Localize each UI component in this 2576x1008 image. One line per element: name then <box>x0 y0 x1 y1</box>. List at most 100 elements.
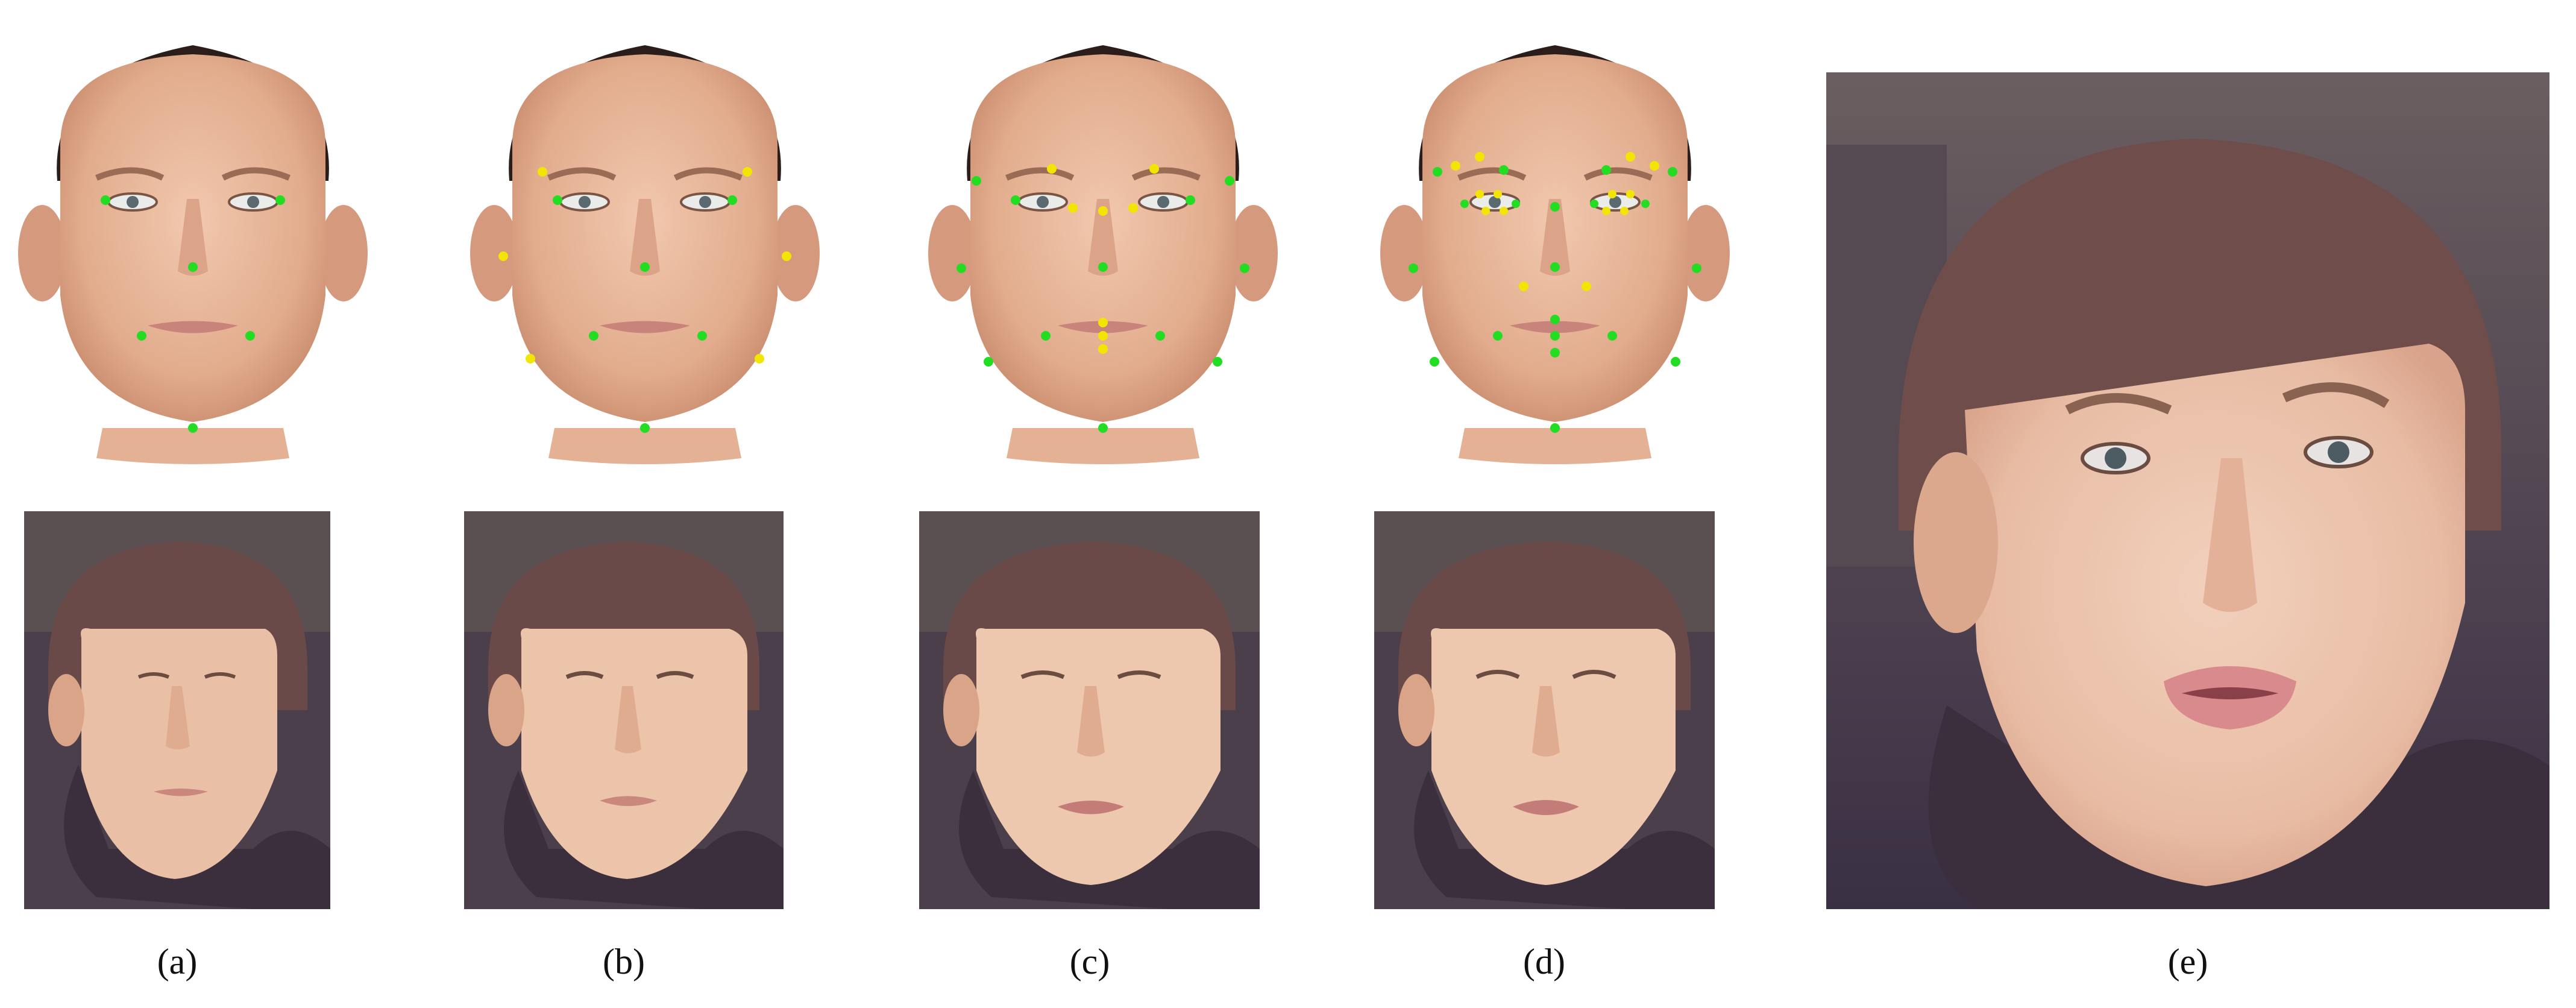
photo-result-c <box>919 511 1260 909</box>
landmark-green <box>1607 331 1617 341</box>
right-iris <box>2328 441 2349 463</box>
nose <box>1532 686 1560 757</box>
landmark-green <box>984 357 993 367</box>
face-model-d-svg <box>1380 45 1730 464</box>
landmark-yellow <box>743 167 752 177</box>
landmark-green <box>1550 331 1560 341</box>
face-model-c <box>922 36 1284 470</box>
landmark-yellow <box>1475 190 1484 198</box>
right-ear <box>319 205 368 301</box>
landmark-green <box>1409 263 1418 273</box>
mouth <box>148 321 238 333</box>
landmark-yellow <box>1098 318 1108 327</box>
landmark-yellow <box>782 251 791 261</box>
swapped-face <box>1431 628 1676 885</box>
caption-a: (a) <box>157 942 198 981</box>
landmark-green <box>1550 202 1560 212</box>
landmark-green <box>1641 200 1650 208</box>
nose <box>1540 199 1570 276</box>
landmark-yellow <box>1500 207 1508 215</box>
landmark-green <box>553 195 562 205</box>
landmark-green <box>1430 357 1439 367</box>
landmark-yellow <box>755 354 764 364</box>
photo-result-d <box>1374 511 1715 909</box>
right-eye <box>656 671 694 679</box>
right-ear <box>1682 205 1730 301</box>
caption-d: (d) <box>1523 942 1565 981</box>
landmark-green <box>1668 167 1677 177</box>
landmarks <box>101 195 285 433</box>
right-iris <box>247 196 259 208</box>
landmark-yellow <box>1620 207 1629 215</box>
ear <box>943 674 979 746</box>
mouth <box>154 789 208 796</box>
landmark-yellow <box>1451 161 1460 171</box>
landmark-yellow <box>1650 161 1659 171</box>
landmark-green <box>1011 195 1020 205</box>
landmark-green <box>1550 315 1560 324</box>
landmark-green <box>275 195 285 205</box>
nose <box>178 199 208 276</box>
shirt <box>1414 770 1715 909</box>
caption-b: (b) <box>603 942 645 981</box>
left-eye <box>1020 670 1065 679</box>
face-model-d <box>1374 36 1736 470</box>
landmark-green <box>1460 200 1469 208</box>
landmark-yellow <box>1475 152 1484 162</box>
left-ear <box>18 205 66 301</box>
landmark-green <box>697 331 707 341</box>
face-model-a-svg <box>18 45 368 464</box>
landmark-green <box>1512 200 1520 208</box>
neck <box>1459 428 1651 464</box>
landmark-yellow <box>1098 331 1108 341</box>
landmark-green <box>1098 423 1108 433</box>
right-ear <box>1230 205 1278 301</box>
landmark-yellow <box>1494 190 1502 198</box>
shirt <box>504 770 784 909</box>
left-eyebrow <box>95 167 165 181</box>
landmark-green <box>727 195 737 205</box>
landmark-yellow <box>1608 190 1616 198</box>
mouth <box>1510 321 1600 333</box>
landmark-yellow <box>1068 203 1078 213</box>
face-model-b <box>464 36 826 470</box>
head <box>1380 45 1730 464</box>
left-eye <box>1475 670 1520 679</box>
landmark-yellow <box>1519 282 1528 291</box>
left-iris <box>579 196 591 208</box>
landmark-green <box>1041 331 1051 341</box>
landmark-green <box>1550 348 1560 358</box>
swapped-face <box>81 628 277 879</box>
landmark-green <box>1155 331 1165 341</box>
landmark-yellow <box>1149 164 1159 174</box>
landmark-green <box>1493 331 1503 341</box>
photo-b-svg <box>464 511 784 909</box>
nose <box>1088 199 1118 276</box>
landmark-green <box>137 331 146 341</box>
left-ear <box>1380 205 1428 301</box>
landmark-green <box>589 331 598 341</box>
head <box>18 45 368 464</box>
photo-c-svg <box>919 511 1260 909</box>
shirt <box>959 770 1260 909</box>
left-iris <box>1489 196 1501 208</box>
landmark-green <box>1433 167 1442 177</box>
ear <box>1398 674 1434 746</box>
left-ear <box>470 205 518 301</box>
face-model-c-svg <box>928 45 1278 464</box>
caption-c: (c) <box>1069 942 1110 981</box>
landmark-green <box>1225 176 1234 186</box>
photo-e-svg <box>1826 72 2549 909</box>
nose <box>166 686 190 749</box>
right-eye <box>1117 670 1161 679</box>
nose <box>630 199 660 276</box>
landmark-green <box>1240 263 1249 273</box>
landmark-yellow <box>1582 282 1591 291</box>
landmark-yellow <box>538 167 547 177</box>
head <box>928 45 1278 464</box>
landmark-yellow <box>1626 190 1635 198</box>
left-iris <box>1037 196 1049 208</box>
left-eyebrow <box>547 167 617 181</box>
right-eyebrow <box>221 167 291 181</box>
